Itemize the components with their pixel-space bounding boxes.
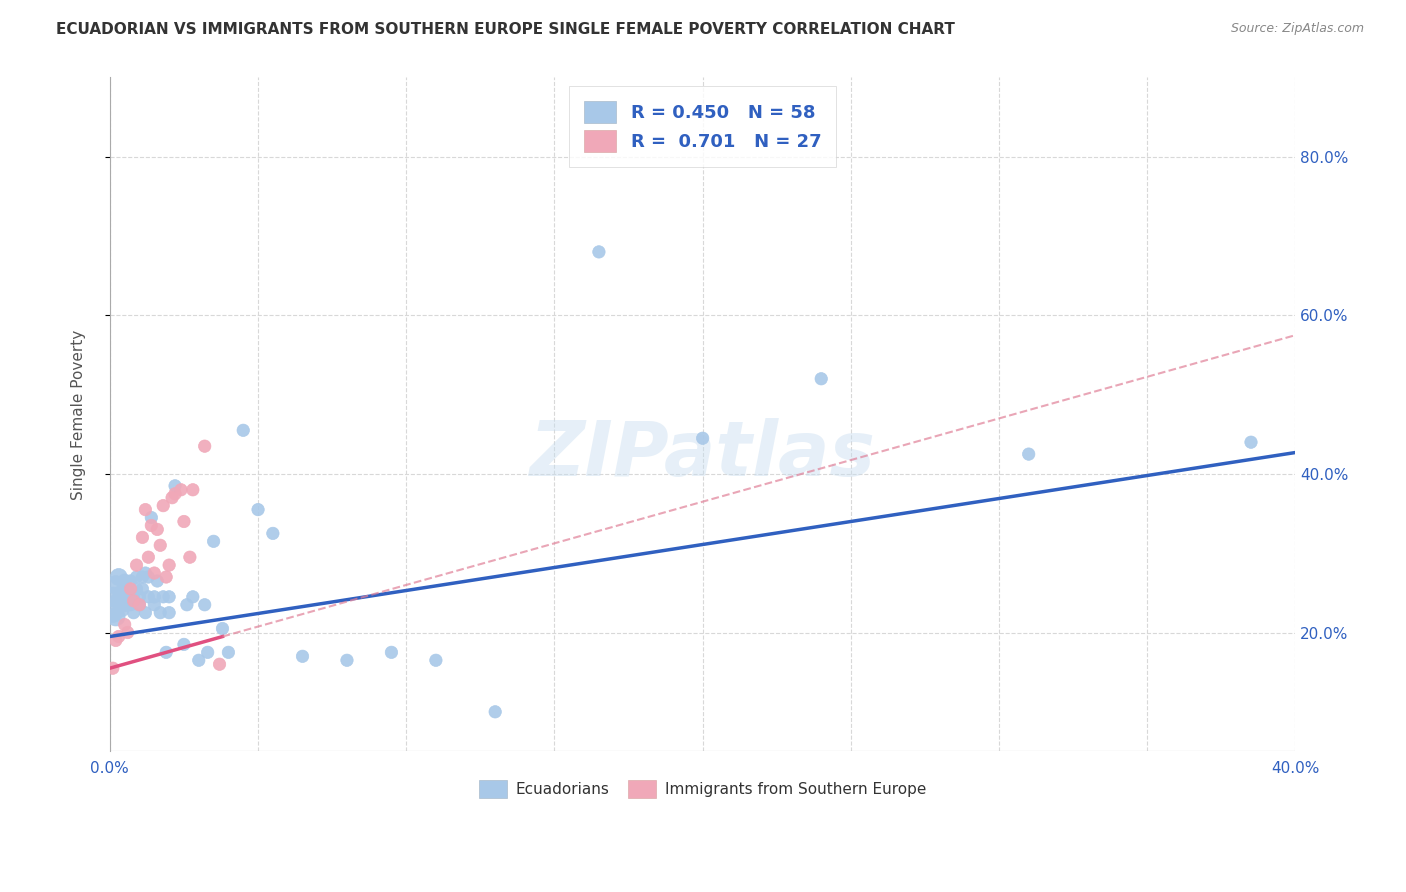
Point: [111, 601, 134, 615]
Point: [104, 609, 127, 624]
Point: [149, 538, 172, 552]
Point: [211, 622, 233, 636]
Point: [138, 590, 160, 604]
Point: [194, 598, 217, 612]
Point: [122, 594, 145, 608]
Point: [125, 582, 148, 596]
Point: [134, 502, 156, 516]
Point: [138, 570, 160, 584]
Point: [104, 633, 127, 648]
Point: [157, 590, 180, 604]
Point: [170, 483, 193, 497]
Point: [134, 566, 156, 580]
Point: [1240, 435, 1263, 450]
Point: [155, 570, 177, 584]
Text: ZIPatlas: ZIPatlas: [530, 417, 876, 491]
Point: [179, 550, 201, 565]
Point: [111, 586, 134, 600]
Point: [131, 570, 153, 584]
Point: [202, 534, 225, 549]
Point: [208, 657, 231, 672]
Point: [291, 649, 314, 664]
Point: [146, 574, 169, 588]
Point: [336, 653, 359, 667]
Point: [101, 590, 124, 604]
Point: [262, 526, 284, 541]
Text: ECUADORIAN VS IMMIGRANTS FROM SOUTHERN EUROPE SINGLE FEMALE POVERTY CORRELATION : ECUADORIAN VS IMMIGRANTS FROM SOUTHERN E…: [56, 22, 955, 37]
Point: [157, 606, 180, 620]
Point: [194, 439, 217, 453]
Point: [232, 423, 254, 437]
Point: [138, 550, 160, 565]
Point: [1018, 447, 1040, 461]
Point: [143, 566, 166, 580]
Point: [134, 606, 156, 620]
Legend: Ecuadorians, Immigrants from Southern Europe: Ecuadorians, Immigrants from Southern Eu…: [472, 773, 932, 805]
Point: [181, 483, 204, 497]
Point: [107, 570, 129, 584]
Point: [128, 590, 150, 604]
Y-axis label: Single Female Poverty: Single Female Poverty: [72, 329, 86, 500]
Point: [107, 594, 129, 608]
Point: [143, 598, 166, 612]
Point: [117, 582, 139, 596]
Point: [117, 594, 139, 608]
Point: [155, 645, 177, 659]
Point: [104, 578, 127, 592]
Point: [197, 645, 219, 659]
Point: [101, 661, 124, 675]
Point: [131, 582, 153, 596]
Point: [114, 574, 136, 588]
Point: [131, 530, 153, 544]
Point: [122, 606, 145, 620]
Point: [143, 590, 166, 604]
Point: [187, 653, 209, 667]
Point: [149, 606, 172, 620]
Point: [152, 499, 174, 513]
Point: [484, 705, 506, 719]
Point: [114, 617, 136, 632]
Point: [217, 645, 239, 659]
Point: [425, 653, 447, 667]
Point: [141, 510, 163, 524]
Point: [160, 491, 183, 505]
Point: [157, 558, 180, 573]
Point: [152, 590, 174, 604]
Point: [117, 625, 139, 640]
Point: [128, 598, 150, 612]
Point: [165, 487, 187, 501]
Text: Source: ZipAtlas.com: Source: ZipAtlas.com: [1230, 22, 1364, 36]
Point: [165, 479, 187, 493]
Point: [125, 558, 148, 573]
Point: [125, 570, 148, 584]
Point: [810, 372, 832, 386]
Point: [176, 598, 198, 612]
Point: [146, 523, 169, 537]
Point: [128, 598, 150, 612]
Point: [107, 630, 129, 644]
Point: [101, 606, 124, 620]
Point: [173, 637, 195, 651]
Point: [588, 244, 610, 259]
Point: [122, 590, 145, 604]
Point: [173, 515, 195, 529]
Point: [181, 590, 204, 604]
Point: [114, 598, 136, 612]
Point: [120, 574, 142, 588]
Point: [120, 598, 142, 612]
Point: [141, 518, 163, 533]
Point: [247, 502, 270, 516]
Point: [120, 582, 142, 596]
Point: [692, 431, 714, 445]
Point: [380, 645, 402, 659]
